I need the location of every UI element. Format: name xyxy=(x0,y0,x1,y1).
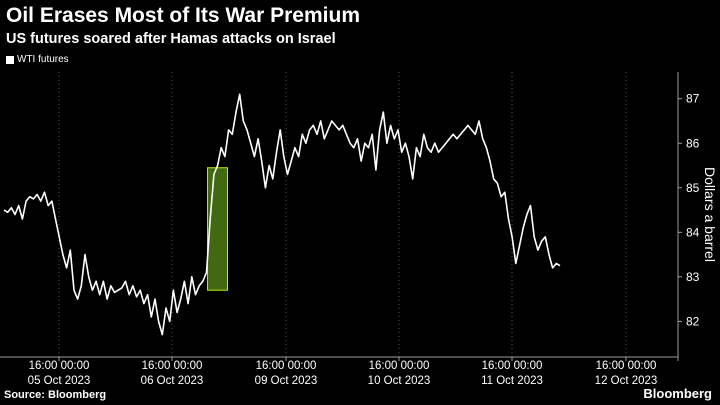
x-tick-label-time: 16:00 00:00 xyxy=(482,360,543,372)
y-tick-label: 87 xyxy=(686,92,700,106)
bloomberg-logo: Bloomberg xyxy=(643,386,712,401)
x-tick-label-date: 10 Oct 2023 xyxy=(368,375,431,387)
source-note: Source: Bloomberg xyxy=(4,389,107,401)
y-tick-label: 83 xyxy=(686,270,700,284)
x-tick-label-time: 16:00 00:00 xyxy=(256,360,317,372)
x-tick-label-date: 09 Oct 2023 xyxy=(255,375,318,387)
x-tick-label-time: 16:00 00:00 xyxy=(142,360,203,372)
x-tick-label-time: 16:00 00:00 xyxy=(596,360,657,372)
y-tick-label: 85 xyxy=(686,181,700,195)
x-tick-label-date: 05 Oct 2023 xyxy=(28,375,91,387)
x-tick-label-date: 06 Oct 2023 xyxy=(141,375,204,387)
y-tick-label: 82 xyxy=(686,314,700,328)
highlight-box xyxy=(207,167,229,291)
y-tick-label: 86 xyxy=(686,136,700,150)
x-tick-label-date: 12 Oct 2023 xyxy=(595,375,658,387)
x-tick-label-time: 16:00 00:00 xyxy=(29,360,90,372)
chart-subtitle: US futures soared after Hamas attacks on… xyxy=(6,31,336,47)
x-tick-label-date: 11 Oct 2023 xyxy=(481,375,543,387)
wti-futures-line xyxy=(3,93,561,336)
chart-title: Oil Erases Most of Its War Premium xyxy=(6,4,360,27)
legend-swatch xyxy=(6,55,14,64)
x-tick-label-time: 16:00 00:00 xyxy=(369,360,430,372)
y-tick-label: 84 xyxy=(686,225,700,239)
legend-label: WTI futures xyxy=(17,54,69,65)
y-axis-title: Dollars a barrel xyxy=(702,167,718,262)
legend: WTI futures xyxy=(6,54,69,65)
